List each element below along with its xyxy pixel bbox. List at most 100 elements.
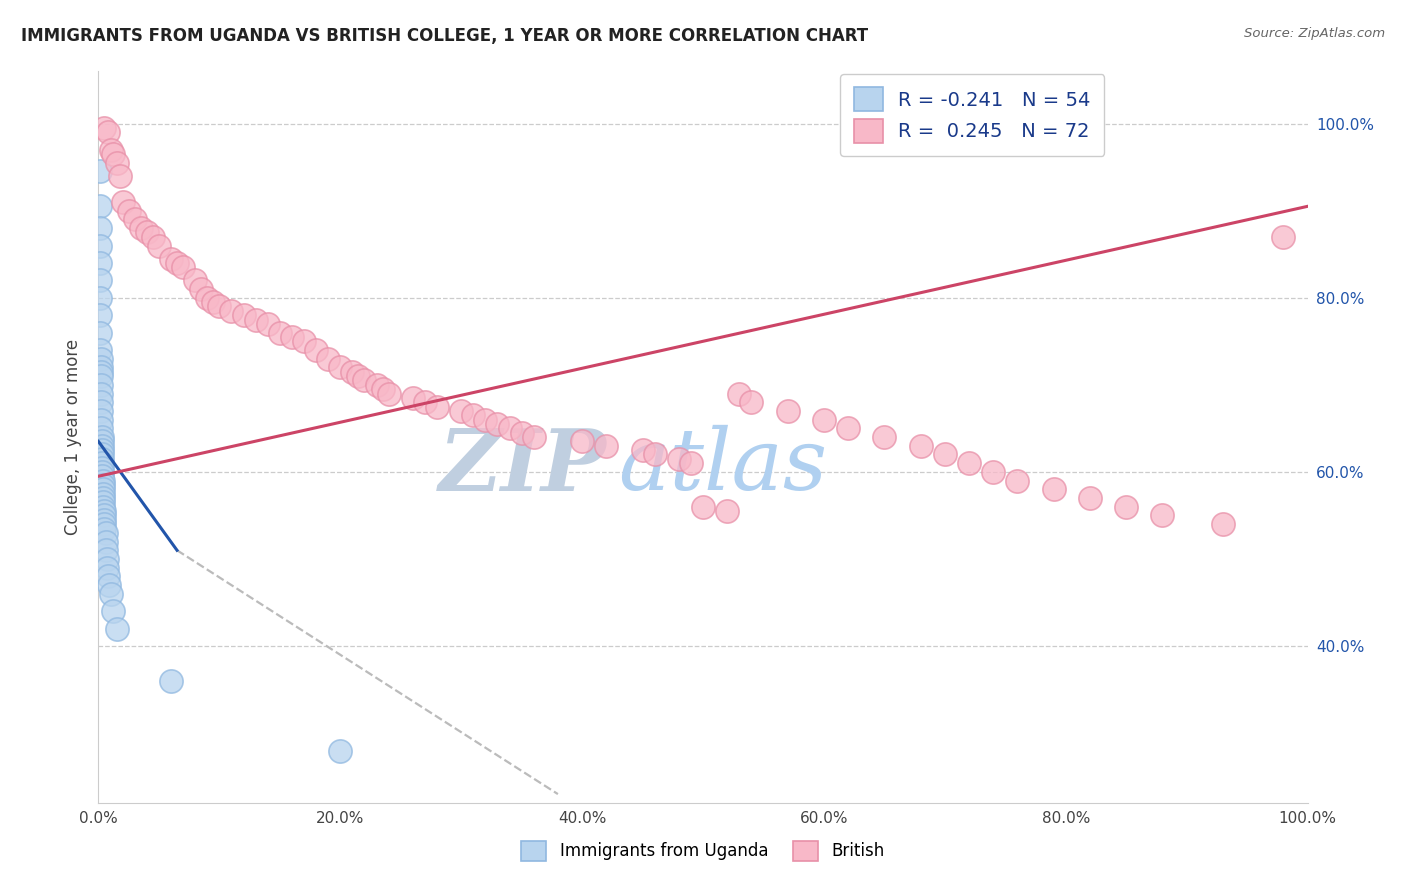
Point bbox=[728, 386, 751, 401]
Point bbox=[93, 120, 115, 135]
Legend: Immigrants from Uganda, British: Immigrants from Uganda, British bbox=[515, 834, 891, 868]
Point bbox=[91, 443, 114, 458]
Point bbox=[124, 212, 146, 227]
Point bbox=[91, 491, 114, 505]
Point bbox=[740, 395, 762, 409]
Point bbox=[1115, 500, 1137, 514]
Point bbox=[91, 483, 114, 497]
Point bbox=[413, 395, 436, 409]
Point bbox=[89, 199, 111, 213]
Point bbox=[91, 460, 114, 475]
Point bbox=[172, 260, 194, 275]
Point bbox=[93, 504, 115, 518]
Point bbox=[631, 443, 654, 458]
Point bbox=[90, 412, 112, 426]
Point bbox=[97, 569, 120, 583]
Point bbox=[256, 317, 278, 331]
Point bbox=[837, 421, 859, 435]
Point bbox=[316, 351, 339, 366]
Point bbox=[981, 465, 1004, 479]
Point bbox=[195, 291, 218, 305]
Point bbox=[510, 425, 533, 440]
Point bbox=[89, 238, 111, 252]
Point bbox=[91, 469, 114, 483]
Point bbox=[269, 326, 291, 340]
Point bbox=[166, 256, 188, 270]
Point bbox=[716, 504, 738, 518]
Point bbox=[94, 543, 117, 558]
Point bbox=[89, 308, 111, 322]
Point bbox=[1042, 483, 1064, 497]
Point bbox=[142, 229, 165, 244]
Point bbox=[813, 412, 835, 426]
Text: IMMIGRANTS FROM UGANDA VS BRITISH COLLEGE, 1 YEAR OR MORE CORRELATION CHART: IMMIGRANTS FROM UGANDA VS BRITISH COLLEG… bbox=[21, 27, 869, 45]
Point bbox=[105, 156, 128, 170]
Point bbox=[90, 404, 112, 418]
Point bbox=[644, 448, 666, 462]
Point bbox=[100, 587, 122, 601]
Point bbox=[101, 147, 124, 161]
Point bbox=[93, 508, 115, 523]
Point bbox=[1152, 508, 1174, 523]
Point bbox=[90, 395, 112, 409]
Point bbox=[329, 743, 352, 757]
Point bbox=[135, 226, 157, 240]
Point bbox=[1007, 474, 1029, 488]
Point bbox=[910, 439, 932, 453]
Point bbox=[347, 369, 370, 384]
Point bbox=[221, 303, 243, 318]
Point bbox=[91, 486, 114, 500]
Point bbox=[208, 300, 231, 314]
Point bbox=[94, 534, 117, 549]
Point bbox=[353, 374, 375, 388]
Point bbox=[957, 456, 980, 470]
Y-axis label: College, 1 year or more: College, 1 year or more bbox=[65, 339, 83, 535]
Point bbox=[89, 343, 111, 357]
Point bbox=[105, 622, 128, 636]
Point bbox=[93, 521, 115, 535]
Point bbox=[281, 330, 304, 344]
Point bbox=[91, 434, 114, 449]
Point bbox=[202, 295, 225, 310]
Point bbox=[89, 326, 111, 340]
Point bbox=[108, 169, 131, 183]
Point bbox=[90, 377, 112, 392]
Point bbox=[91, 474, 114, 488]
Point bbox=[89, 221, 111, 235]
Point bbox=[371, 382, 394, 396]
Point bbox=[90, 365, 112, 379]
Text: Source: ZipAtlas.com: Source: ZipAtlas.com bbox=[1244, 27, 1385, 40]
Text: atlas: atlas bbox=[619, 425, 828, 508]
Point bbox=[595, 439, 617, 453]
Point bbox=[776, 404, 799, 418]
Point bbox=[91, 430, 114, 444]
Point bbox=[668, 451, 690, 466]
Point bbox=[90, 421, 112, 435]
Point bbox=[402, 391, 425, 405]
Point bbox=[96, 552, 118, 566]
Text: ZIP: ZIP bbox=[439, 425, 606, 508]
Point bbox=[91, 465, 114, 479]
Point bbox=[94, 525, 117, 540]
Point bbox=[93, 517, 115, 532]
Point bbox=[91, 439, 114, 453]
Point bbox=[1078, 491, 1101, 505]
Point bbox=[329, 360, 352, 375]
Point bbox=[90, 351, 112, 366]
Point bbox=[486, 417, 509, 431]
Point bbox=[89, 164, 111, 178]
Point bbox=[90, 369, 112, 384]
Point bbox=[98, 578, 121, 592]
Point bbox=[91, 500, 114, 514]
Point bbox=[190, 282, 212, 296]
Point bbox=[100, 143, 122, 157]
Point bbox=[90, 360, 112, 375]
Point bbox=[184, 273, 207, 287]
Point bbox=[1272, 229, 1295, 244]
Point bbox=[90, 386, 112, 401]
Point bbox=[129, 221, 152, 235]
Point bbox=[160, 673, 183, 688]
Point bbox=[679, 456, 702, 470]
Point bbox=[450, 404, 472, 418]
Point bbox=[118, 203, 141, 218]
